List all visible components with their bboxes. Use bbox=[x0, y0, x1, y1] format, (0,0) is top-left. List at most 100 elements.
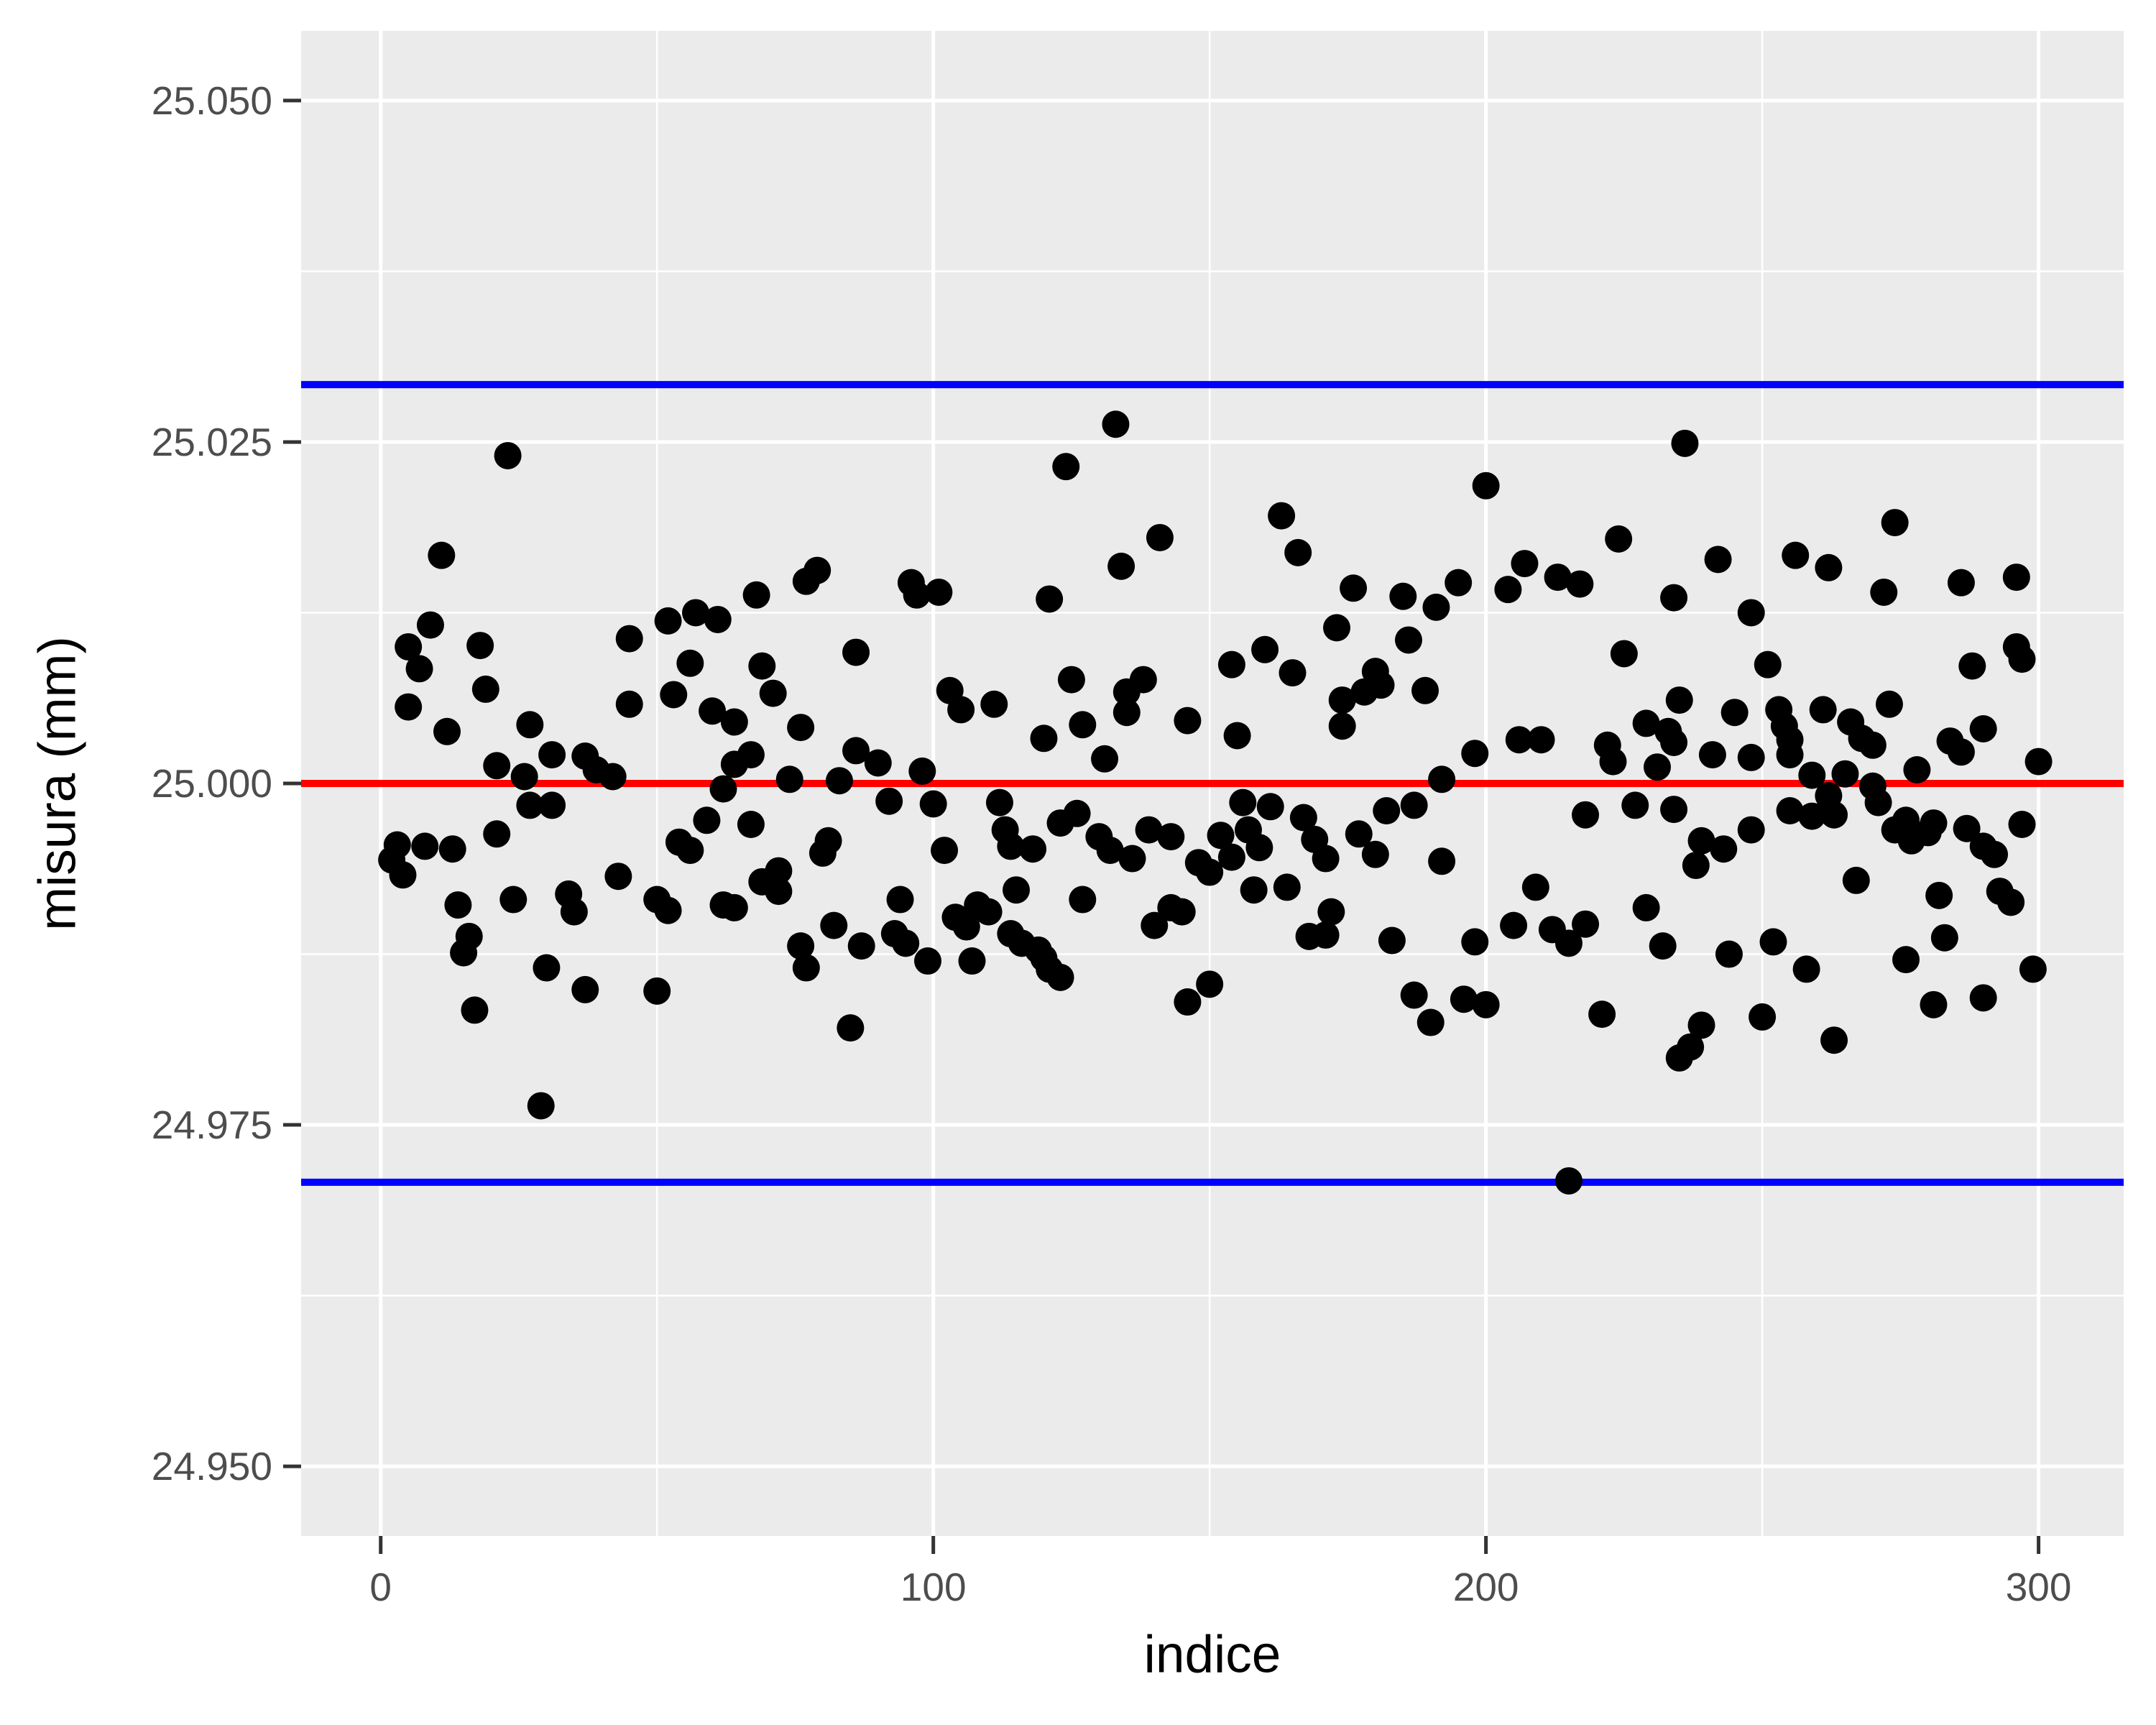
data-point bbox=[433, 717, 461, 745]
data-point bbox=[533, 954, 561, 982]
data-point bbox=[1416, 1008, 1445, 1036]
data-point bbox=[1223, 722, 1251, 750]
data-point bbox=[913, 947, 941, 975]
data-point bbox=[759, 679, 787, 707]
data-point bbox=[1400, 791, 1428, 819]
data-point bbox=[1411, 676, 1439, 704]
data-point bbox=[1256, 793, 1284, 821]
data-point bbox=[1096, 837, 1124, 865]
data-point bbox=[1118, 845, 1146, 873]
data-point bbox=[538, 791, 566, 819]
data-point bbox=[1472, 472, 1500, 500]
data-point bbox=[1284, 538, 1312, 566]
data-point bbox=[1671, 429, 1699, 457]
data-point bbox=[676, 649, 704, 677]
data-point bbox=[416, 611, 444, 639]
data-point bbox=[1328, 686, 1356, 714]
data-point bbox=[1428, 847, 1456, 875]
data-point bbox=[1350, 678, 1378, 706]
data-point bbox=[1217, 843, 1245, 871]
data-point bbox=[1554, 929, 1583, 957]
data-point bbox=[842, 737, 870, 765]
data-point bbox=[411, 832, 439, 860]
data-point bbox=[1920, 809, 1948, 837]
data-point bbox=[2008, 811, 2036, 839]
data-point bbox=[787, 714, 815, 742]
data-point bbox=[395, 693, 423, 721]
data-point bbox=[1450, 985, 1478, 1013]
data-point bbox=[560, 898, 588, 926]
data-point bbox=[1599, 748, 1627, 776]
data-point bbox=[980, 690, 1008, 718]
data-point bbox=[1892, 946, 1920, 974]
data-point bbox=[1737, 599, 1765, 627]
data-point bbox=[2002, 564, 2030, 592]
data-point bbox=[1500, 911, 1528, 939]
data-point bbox=[1107, 552, 1135, 580]
data-point bbox=[886, 886, 914, 914]
data-point bbox=[1776, 741, 1804, 769]
data-point bbox=[792, 954, 820, 982]
data-point bbox=[1003, 876, 1031, 904]
data-point bbox=[1776, 797, 1804, 825]
data-point bbox=[842, 638, 870, 666]
data-point bbox=[1168, 898, 1196, 926]
data-point bbox=[1588, 1000, 1616, 1029]
data-point bbox=[1196, 858, 1224, 886]
data-point bbox=[1461, 740, 1489, 768]
data-point bbox=[1958, 652, 1986, 680]
data-point bbox=[1317, 898, 1345, 926]
data-point bbox=[1749, 1003, 1777, 1031]
data-point bbox=[1112, 699, 1141, 727]
data-point bbox=[947, 696, 975, 724]
data-point bbox=[1997, 888, 2025, 916]
data-point bbox=[1323, 614, 1351, 642]
data-point bbox=[1566, 570, 1594, 598]
data-point bbox=[1394, 626, 1422, 654]
data-point bbox=[1710, 835, 1738, 863]
data-point bbox=[682, 599, 710, 627]
data-point bbox=[1704, 546, 1732, 574]
data-point bbox=[699, 697, 727, 725]
data-point bbox=[510, 763, 538, 791]
data-point bbox=[775, 765, 803, 794]
data-point bbox=[737, 811, 765, 839]
data-point bbox=[450, 939, 478, 967]
data-point bbox=[1892, 806, 1920, 834]
data-point bbox=[1217, 650, 1245, 678]
data-point bbox=[1069, 886, 1097, 914]
data-point bbox=[1969, 714, 1997, 742]
data-point bbox=[676, 837, 704, 865]
data-point bbox=[571, 975, 599, 1003]
data-point bbox=[1036, 585, 1064, 613]
data-point bbox=[825, 767, 853, 795]
data-point bbox=[1554, 1167, 1583, 1195]
data-point bbox=[405, 655, 433, 683]
data-point bbox=[1842, 866, 1870, 894]
data-point bbox=[1798, 761, 1826, 789]
data-point bbox=[1494, 576, 1522, 604]
data-point bbox=[643, 977, 671, 1005]
data-point bbox=[693, 806, 721, 834]
data-point bbox=[709, 775, 737, 803]
data-point bbox=[1782, 541, 1810, 569]
data-point bbox=[1240, 876, 1268, 904]
data-point bbox=[1875, 690, 1903, 718]
data-point bbox=[931, 837, 959, 865]
data-point bbox=[1273, 873, 1301, 901]
data-point bbox=[975, 898, 1003, 926]
data-point bbox=[1870, 578, 1898, 606]
data-point bbox=[765, 857, 793, 885]
data-point bbox=[1820, 1026, 1848, 1054]
data-point bbox=[1461, 928, 1489, 956]
data-point bbox=[1660, 584, 1688, 612]
data-point bbox=[499, 886, 528, 914]
data-point bbox=[1864, 788, 1892, 816]
data-point bbox=[919, 790, 947, 818]
data-point bbox=[1610, 640, 1638, 668]
data-point bbox=[1141, 911, 1169, 939]
data-point bbox=[1605, 525, 1633, 553]
data-point bbox=[787, 932, 815, 960]
